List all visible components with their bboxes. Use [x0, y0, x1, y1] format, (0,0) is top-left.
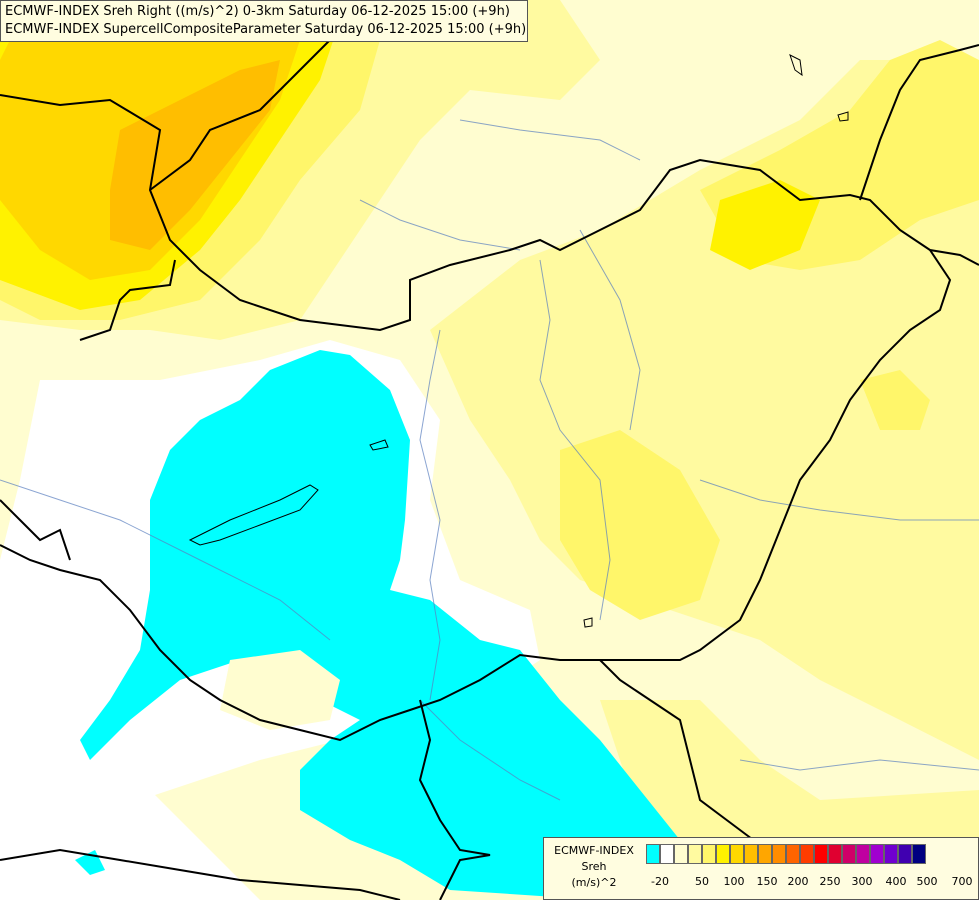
legend-swatch [688, 844, 702, 864]
legend-tick-label: 200 [787, 875, 809, 888]
lake-small-2 [789, 54, 803, 77]
legend-ticks: -20 50 100 150 200 250 300 400 500 700 [646, 875, 976, 891]
legend-swatch [730, 844, 744, 864]
border-south-2 [599, 659, 781, 861]
legend-tick-label: 50 [695, 875, 709, 888]
border-ne [859, 44, 979, 201]
border-sw [0, 499, 71, 561]
field-orange-nw [110, 60, 280, 250]
legend-swatch [814, 844, 828, 864]
field-light-inner [220, 650, 340, 730]
map-title-line-2: ECMWF-INDEX SupercellCompositeParameter … [5, 22, 527, 37]
rivers [0, 119, 979, 801]
legend-swatch [646, 844, 660, 864]
legend-swatch [786, 844, 800, 864]
legend-tick-label: 500 [916, 875, 938, 888]
legend-swatch [842, 844, 856, 864]
field-cyan-main [80, 350, 700, 900]
legend-swatch [702, 844, 716, 864]
river-3 [579, 229, 641, 431]
border-east [0, 249, 952, 742]
field-yellow-ne2 [710, 180, 820, 270]
legend-swatch [772, 844, 786, 864]
map-title-box: ECMWF-INDEX Sreh Right ((m/s)^2) 0-3km S… [0, 0, 528, 42]
legend-label-line-3: (m/s)^2 [571, 876, 617, 889]
color-legend: ECMWF-INDEX Sreh (m/s)^2 -20 50 100 150 200 2… [543, 837, 979, 900]
legend-swatch [912, 844, 926, 864]
river-9 [419, 699, 561, 801]
legend-tick-label: -20 [651, 875, 669, 888]
legend-label-line-2: Sreh [581, 860, 607, 873]
lake-small-1 [369, 439, 389, 451]
river-6 [699, 479, 979, 521]
legend-swatch [758, 844, 772, 864]
river-2 [539, 259, 611, 621]
border-nw-1 [79, 259, 176, 341]
legend-tick-label: 700 [951, 875, 973, 888]
legend-swatch [660, 844, 674, 864]
river-7 [459, 119, 641, 161]
legend-label: ECMWF-INDEX Sreh (m/s)^2 [546, 843, 642, 891]
legend-tick-label: 300 [851, 875, 873, 888]
legend-label-line-1: ECMWF-INDEX [554, 844, 634, 857]
lake-small-3 [837, 111, 849, 122]
legend-swatch [716, 844, 730, 864]
lakes [188, 54, 849, 628]
legend-tick-label: 400 [885, 875, 907, 888]
legend-swatch [828, 844, 842, 864]
river-8 [739, 759, 979, 771]
lake-small-4 [583, 617, 593, 628]
field-white-south [0, 740, 260, 900]
lake-balaton [188, 484, 319, 546]
legend-tick-label: 250 [819, 875, 841, 888]
legend-tick-label: 100 [723, 875, 745, 888]
border-far-south [0, 848, 401, 900]
legend-tick-label: 150 [756, 875, 778, 888]
legend-swatch [884, 844, 898, 864]
river-1 [419, 329, 441, 701]
legend-swatch [856, 844, 870, 864]
field-yellow-central [560, 430, 720, 620]
legend-swatches [646, 844, 926, 866]
field-yellow-east [860, 370, 930, 430]
border-south-1 [418, 699, 491, 900]
river-5 [359, 199, 521, 251]
legend-swatch [800, 844, 814, 864]
legend-swatch [898, 844, 912, 864]
legend-swatch [674, 844, 688, 864]
map-title-line-1: ECMWF-INDEX Sreh Right ((m/s)^2) 0-3km S… [5, 4, 510, 19]
legend-swatch [744, 844, 758, 864]
river-4 [0, 479, 331, 641]
legend-swatch [870, 844, 884, 864]
